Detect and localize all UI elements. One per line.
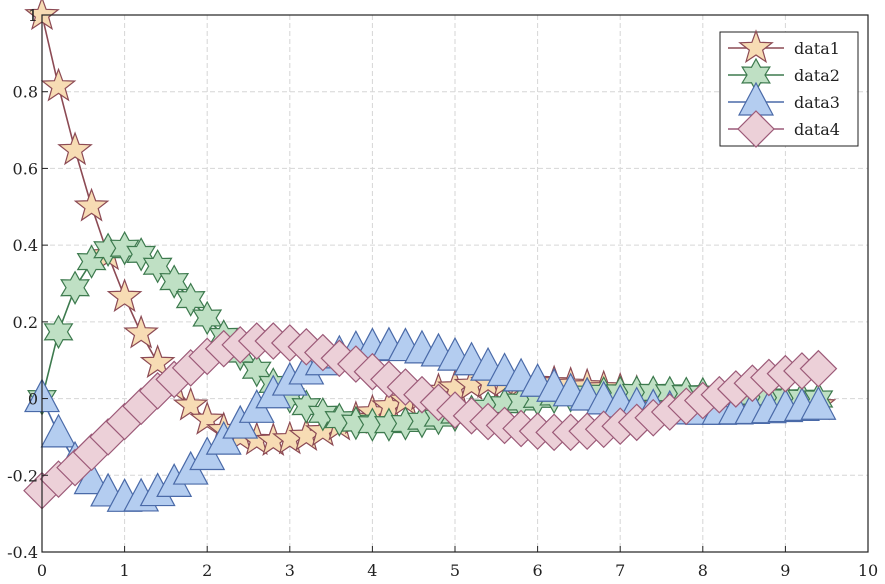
x-tick-label: 3 [285,561,295,580]
legend-item-data4: data4 [728,110,840,148]
data-point-data3 [40,413,77,448]
legend: data1 data2 data3 data4 [719,29,859,148]
legend-label-data1: data1 [794,39,840,58]
x-tick-label: 5 [450,561,460,580]
y-tick-label: 0.2 [13,313,38,332]
data-point-data1 [73,187,110,222]
data-point-data2 [241,352,272,388]
data-point-data2 [159,264,190,299]
data-point-data1 [172,386,209,421]
data-point-data2 [126,237,157,272]
x-tick-label: 0 [37,561,47,580]
x-tick-label: 7 [615,561,625,580]
y-axis: -0.4 -0.2 0 0.2 0.4 0.6 0.8 1 [7,6,48,562]
data-point-data1 [189,400,226,435]
legend-item-data2: data2 [728,57,840,93]
series-markers-data4 [23,322,838,510]
y-tick-label: -0.4 [7,543,38,562]
legend-marker-data1 [738,29,774,64]
data-point-data2 [60,270,90,305]
grid-lines [42,15,868,552]
legend-label-data4: data4 [794,120,840,139]
data-point-data4 [799,349,838,388]
series-markers [23,0,838,512]
x-tick-label: 9 [780,561,790,580]
x-tick-label: 2 [202,561,212,580]
legend-item-data1: data1 [728,29,840,64]
data-point-data2 [192,300,223,336]
data-point-data1 [57,131,93,166]
data-point-data2 [291,389,322,424]
data-point-data2 [307,397,338,432]
data-point-data3 [800,385,837,420]
y-tick-label: 0.8 [13,83,38,102]
legend-label-data3: data3 [794,93,840,112]
legend-label-data2: data2 [794,66,840,85]
x-tick-label: 8 [698,561,708,580]
data-point-data2 [109,230,140,266]
y-tick-label: -0.2 [7,466,38,485]
legend-item-data3: data3 [728,81,840,116]
data-point-data2 [43,314,74,350]
data-point-data1 [40,67,77,102]
y-tick-label: 0 [28,390,38,409]
y-tick-label: 1 [28,6,38,25]
data-point-data1 [123,314,159,349]
y-tick-label: 0.4 [13,236,38,255]
y-tick-label: 0.6 [13,159,38,178]
x-tick-label: 1 [120,561,130,580]
x-axis: 0 1 2 3 4 5 6 7 8 9 10 [37,546,878,580]
x-tick-label: 6 [533,561,543,580]
data-point-data2 [142,248,173,284]
x-tick-label: 10 [858,561,878,580]
data-point-data1 [139,344,176,379]
x-tick-label: 4 [367,561,377,580]
data-point-data2 [175,282,206,317]
legend-marker-data4 [737,110,775,148]
data-point-data1 [106,278,143,313]
